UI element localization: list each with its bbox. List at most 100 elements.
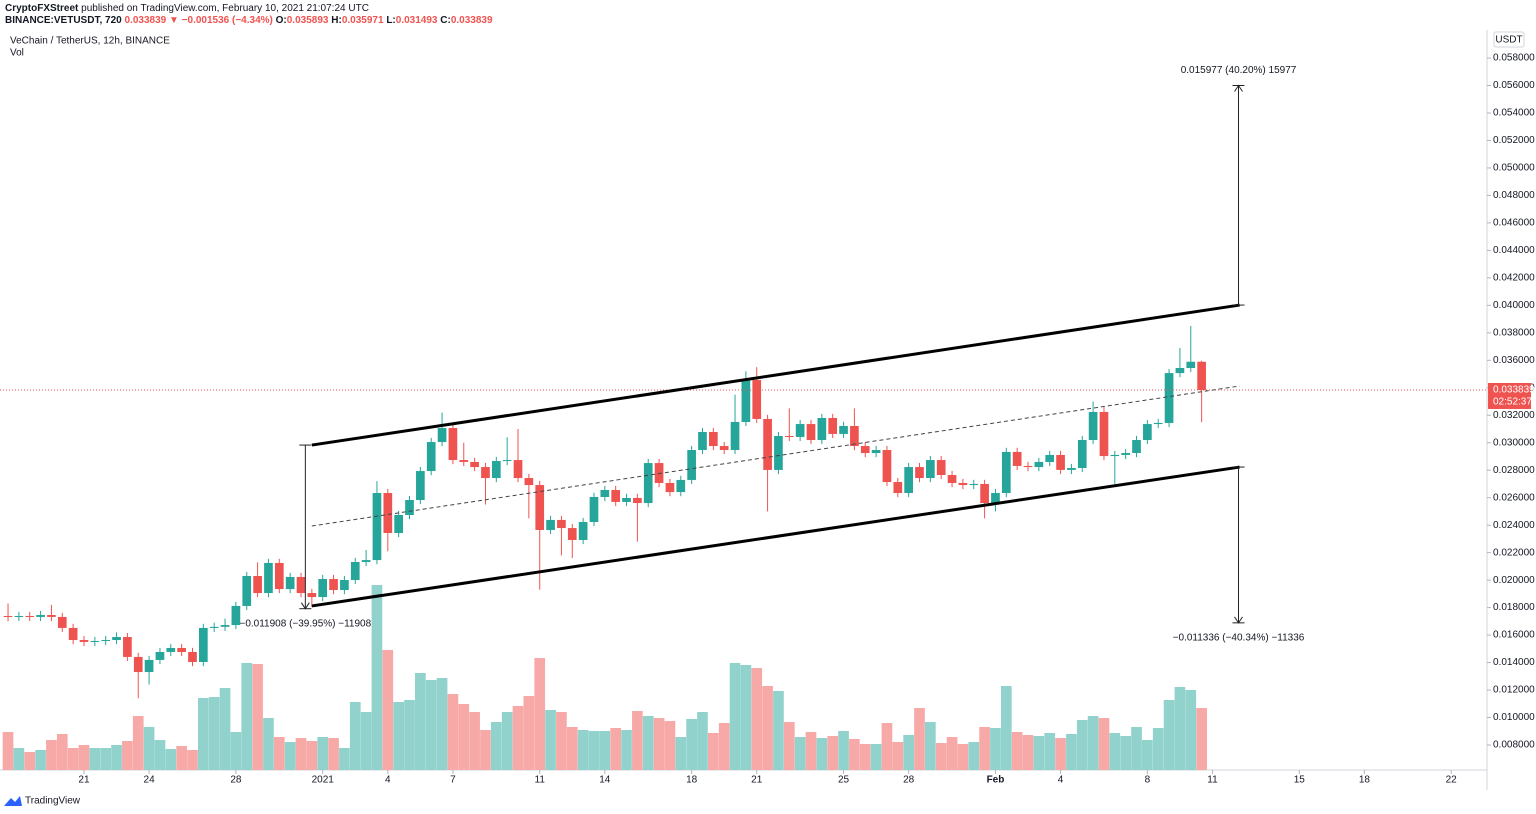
volume-bar <box>1022 735 1034 770</box>
candle-body <box>155 651 165 660</box>
x-tick-label: 21 <box>78 775 90 786</box>
volume-bar <box>935 743 947 770</box>
volume-bar <box>100 748 112 770</box>
chart-title: VeChain / TetherUS, 12h, BINANCE <box>10 36 170 47</box>
candle-body <box>991 493 1000 504</box>
volume-bar <box>1120 736 1132 770</box>
volume-bar <box>1066 734 1077 770</box>
candle-body <box>264 562 273 594</box>
candle-body <box>361 560 371 562</box>
volume-bar <box>187 750 198 770</box>
x-tick-label: 14 <box>599 775 611 786</box>
candle-body <box>448 428 458 461</box>
volume-bar <box>512 706 524 770</box>
candle-body <box>112 637 121 641</box>
y-tick-label: 0.052000 <box>1493 135 1535 146</box>
y-tick-label: 0.020000 <box>1493 575 1535 586</box>
volume-bar <box>556 712 567 770</box>
candle-body <box>36 615 45 617</box>
candle-body <box>1164 373 1174 423</box>
header-line: CryptoFXStreet published on TradingView.… <box>5 3 369 14</box>
channel-line <box>311 303 1240 447</box>
candle-body <box>1153 422 1163 425</box>
volume-bar <box>632 711 643 770</box>
candle-body <box>166 647 176 652</box>
candle-body <box>1197 361 1206 390</box>
volume-bar <box>621 730 632 770</box>
volume-bar <box>56 734 68 770</box>
candle-body <box>622 497 631 502</box>
volume-bar <box>328 738 339 770</box>
change: −0.001536 (−4.34%) <box>182 15 273 26</box>
x-tick-label: 25 <box>838 775 850 786</box>
volume-bar <box>642 716 654 770</box>
volume-bar <box>870 744 882 770</box>
candle-body <box>893 482 903 494</box>
candle-body <box>340 579 349 591</box>
currency-box[interactable] <box>1493 31 1525 48</box>
volume-bar <box>1055 738 1066 770</box>
candle-body <box>285 576 295 590</box>
candle-body <box>860 446 870 454</box>
volume-bar <box>46 740 57 770</box>
candle-body <box>101 640 111 642</box>
channel-line <box>311 385 1240 527</box>
volume-pane <box>2 585 1207 770</box>
candle-body <box>828 417 838 434</box>
volume-bar <box>827 736 839 770</box>
y-tick-label: 0.038000 <box>1493 327 1535 338</box>
volume-bar <box>78 745 90 770</box>
brand-logo[interactable]: TradingView <box>4 796 81 807</box>
candle-body <box>871 450 881 454</box>
volume-bar <box>415 673 426 770</box>
volume-bar <box>295 738 307 770</box>
candle-body <box>1012 451 1022 466</box>
candle-body <box>589 496 599 523</box>
volume-bar <box>284 742 296 770</box>
volume-bar <box>111 745 122 770</box>
volume-bar <box>1163 700 1175 770</box>
volume-bar <box>675 737 687 770</box>
volume-bar <box>610 728 622 770</box>
candle-body <box>68 627 78 641</box>
candle-body <box>1110 454 1120 457</box>
y-tick-label: 0.030000 <box>1493 437 1535 448</box>
x-tick-label: 8 <box>1145 775 1151 786</box>
measure-arrow <box>300 602 310 610</box>
volume-bar <box>653 718 665 770</box>
y-tick-label: 0.036000 <box>1493 355 1535 366</box>
candle-body <box>1121 453 1131 455</box>
candle-body <box>546 519 555 530</box>
candle-body <box>806 424 816 440</box>
volume-bar <box>143 727 155 770</box>
volume-bar <box>393 702 405 770</box>
y-tick-label: 0.010000 <box>1493 712 1535 723</box>
volume-bar <box>425 680 437 770</box>
volume-bar <box>447 694 459 770</box>
candle-body <box>719 446 729 451</box>
symbol: BINANCE:VETUSDT, 720 <box>5 15 122 26</box>
volume-bar <box>957 744 969 770</box>
volume-bar <box>1098 718 1110 770</box>
candle-body <box>839 425 848 434</box>
volume-bar <box>773 691 784 770</box>
y-tick-label: 0.022000 <box>1493 547 1535 558</box>
volume-bar <box>404 700 415 770</box>
candle-body <box>763 418 772 470</box>
volume-bar <box>67 748 79 770</box>
volume-bar <box>545 710 556 770</box>
countdown: 02:52:37 <box>1493 397 1532 408</box>
measure-arrow <box>1234 84 1243 92</box>
volume-bar <box>436 678 448 770</box>
volume-bar <box>979 727 990 770</box>
volume-bar <box>306 741 318 770</box>
candle-body <box>1186 361 1196 368</box>
candle-body <box>79 640 89 642</box>
candle-body <box>1143 424 1152 440</box>
candle-body <box>708 432 718 447</box>
candle-body <box>784 435 794 437</box>
candle-body <box>1001 451 1011 494</box>
y-tick-label: 0.018000 <box>1493 602 1535 613</box>
candle-body <box>350 561 360 580</box>
volume-bar <box>89 748 101 770</box>
